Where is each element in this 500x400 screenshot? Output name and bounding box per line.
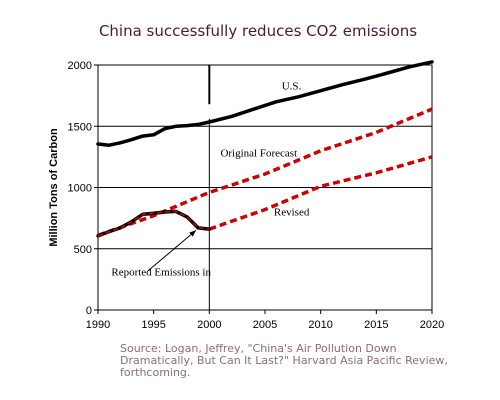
y-tick-label-500: 500	[74, 244, 92, 256]
axes: 0 500 1000 1500 2000 1990 1995 2000 2005 2010 2015…	[68, 60, 445, 331]
series-overlay-reported-emissions	[97, 210, 210, 237]
grid	[98, 65, 432, 310]
x-tick-label-2010: 2010	[308, 319, 332, 331]
series-line-revised	[208, 155, 433, 231]
series-layer	[96, 60, 434, 238]
x-tick-label-2005: 2005	[253, 319, 277, 331]
annotation-arrow-shaft	[147, 229, 197, 272]
y-tick-label-0: 0	[86, 305, 92, 317]
y-axis-label: Million Tons of Carbon	[48, 128, 60, 247]
series-line-original-forecast	[97, 107, 433, 237]
annotation-3: Reported Emissions in	[111, 267, 211, 279]
source-note: Source: Logan, Jeffrey, "China's Air Pol…	[120, 342, 448, 379]
chart-title: China successfully reduces CO2 emissions	[99, 22, 417, 40]
x-tick-label-2000: 2000	[197, 319, 221, 331]
y-tick-label-2000: 2000	[68, 60, 92, 72]
annotation-arrow-head	[189, 230, 196, 237]
series-line-u-s-	[96, 60, 434, 147]
y-tick-label-1500: 1500	[68, 121, 92, 133]
annotation-1: Original Forecast	[220, 147, 297, 159]
x-tick-label-1990: 1990	[86, 319, 110, 331]
annotation-2: Revised	[274, 207, 310, 219]
x-tick-label-2020: 2020	[420, 319, 444, 331]
annotations: U.S. Original Forecast Revised Reported Emi…	[111, 81, 309, 279]
x-tick-label-1995: 1995	[141, 319, 165, 331]
x-tick-label-2015: 2015	[364, 319, 388, 331]
annotation-0: U.S.	[282, 81, 302, 93]
y-tick-label-1000: 1000	[68, 183, 92, 195]
